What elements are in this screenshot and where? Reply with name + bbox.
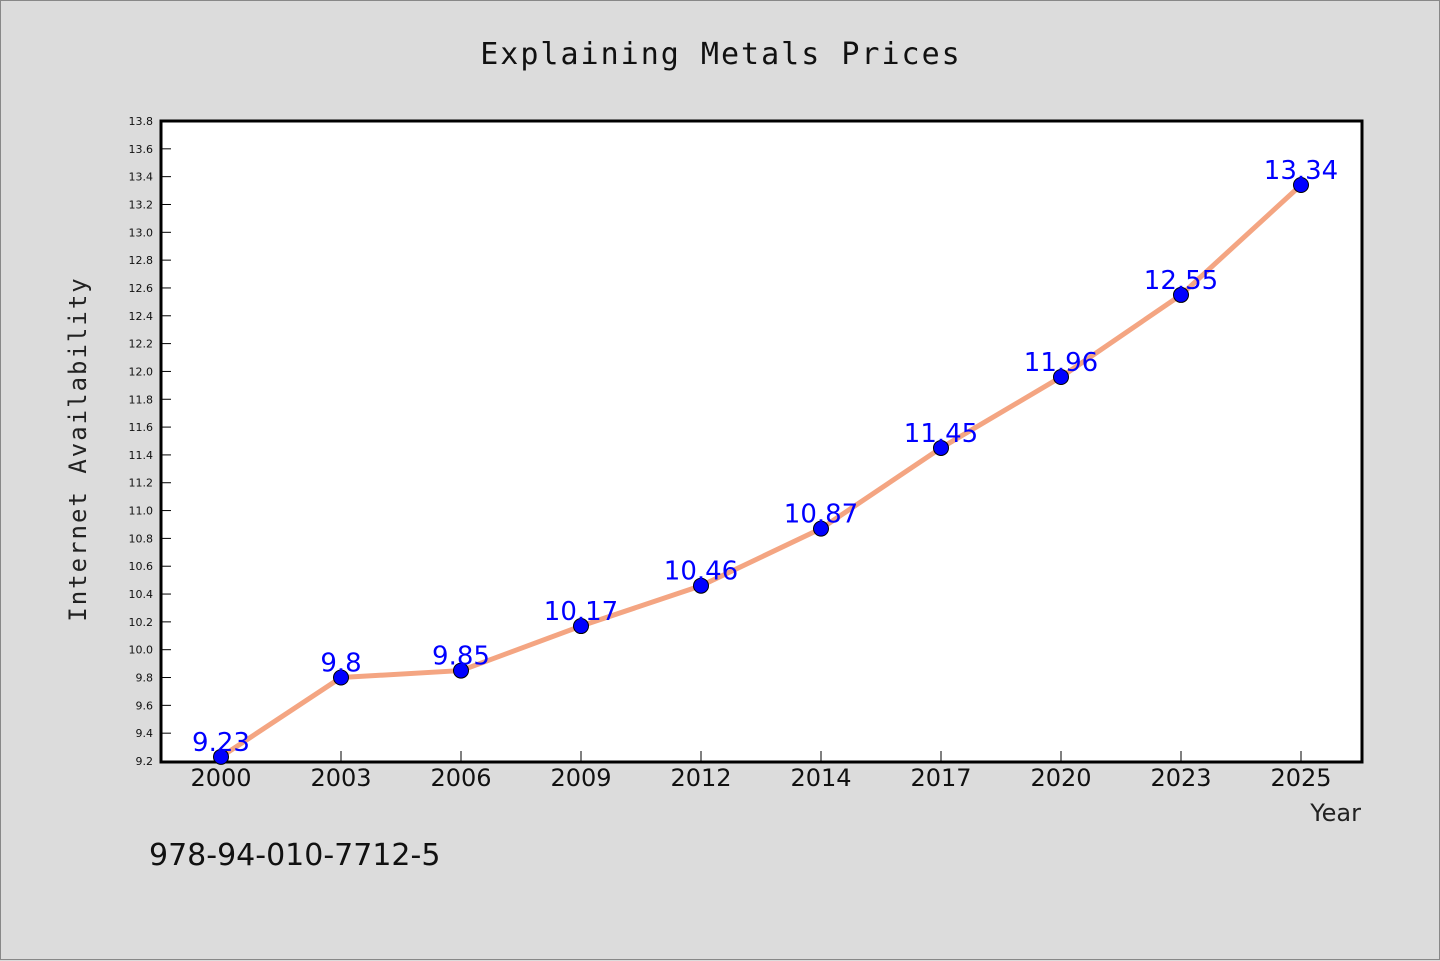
data-label: 10.87	[784, 500, 858, 530]
y-tick-label: 13.4	[129, 171, 154, 184]
y-axis: 9.2 9.4 9.6 9.8 10.0 10.2 10.4 10.6 10.8 11.0 11.2…	[129, 115, 171, 768]
x-tick-label: 2012	[670, 764, 731, 792]
x-tick-label: 2006	[430, 764, 491, 792]
chart-title: Explaining Metals Prices	[480, 37, 961, 72]
y-tick-label: 13.2	[129, 198, 154, 211]
y-tick-label: 9.4	[136, 727, 154, 740]
y-tick-label: 9.6	[136, 699, 154, 712]
x-tick-label: 2014	[790, 764, 851, 792]
data-label: 11.96	[1024, 348, 1098, 378]
data-point	[1173, 286, 1189, 303]
x-tick-label: 2017	[910, 764, 971, 792]
y-tick-label: 10.0	[129, 644, 154, 657]
y-tick-label: 12.4	[129, 310, 154, 323]
data-point	[573, 618, 589, 635]
data-label: 9.23	[192, 728, 250, 758]
data-point	[933, 439, 949, 456]
data-label: 10.17	[544, 597, 618, 627]
y-tick-label: 10.2	[129, 616, 154, 629]
y-tick-label: 13.6	[129, 143, 154, 156]
y-tick-label: 10.4	[129, 588, 154, 601]
y-tick-label: 9.8	[136, 672, 154, 685]
series-line	[218, 182, 1304, 760]
data-label: 13.34	[1264, 156, 1338, 186]
y-tick-label: 13.8	[129, 115, 154, 128]
x-tick-label: 2003	[310, 764, 371, 792]
data-point	[1293, 177, 1309, 193]
footnote-isbn: 978-94-010-7712-5	[149, 838, 440, 873]
y-tick-label: 12.0	[129, 365, 154, 378]
y-tick-label: 11.8	[129, 393, 154, 406]
data-label: 9.85	[432, 642, 490, 672]
y-tick-label: 9.2	[136, 755, 154, 768]
data-point	[813, 520, 829, 537]
data-point	[1053, 369, 1069, 385]
markers-group	[213, 177, 1309, 765]
data-labels-group: 9.23 9.8 9.85 10.17 10.46 10.87 11.45 11.96 12.5…	[192, 156, 1338, 758]
y-tick-label: 13.0	[129, 226, 154, 239]
y-tick-label: 10.8	[129, 532, 154, 545]
data-point	[453, 662, 469, 679]
data-label: 12.55	[1144, 266, 1218, 296]
x-axis-label: Year	[1309, 799, 1361, 827]
data-point	[693, 577, 709, 594]
x-tick-label: 2023	[1150, 764, 1211, 792]
plot-area	[159, 119, 1364, 764]
y-tick-label: 12.2	[129, 338, 154, 351]
data-label: 10.46	[664, 557, 738, 587]
data-label: 9.8	[320, 649, 361, 679]
y-axis-label: Internet Availability	[64, 276, 92, 621]
y-tick-label: 11.2	[129, 477, 154, 490]
data-point	[213, 748, 229, 765]
x-tick-label: 2000	[190, 764, 251, 792]
y-tick-label: 12.6	[129, 282, 154, 295]
y-tick-label: 11.0	[129, 505, 154, 518]
x-tick-label: 2009	[550, 764, 611, 792]
y-tick-label: 12.8	[129, 254, 154, 267]
x-tick-label: 2020	[1030, 764, 1091, 792]
x-tick-label: 2025	[1270, 764, 1331, 792]
series-line-group	[218, 182, 1304, 760]
x-axis: 2000 2003 2006 2009 2012 2014 2017 2020 2023 2025	[190, 751, 1332, 792]
data-point	[333, 669, 349, 686]
data-label: 11.45	[904, 419, 978, 449]
y-tick-label: 11.4	[129, 449, 154, 462]
y-tick-label: 11.6	[129, 421, 154, 434]
y-tick-label: 10.6	[129, 560, 154, 573]
